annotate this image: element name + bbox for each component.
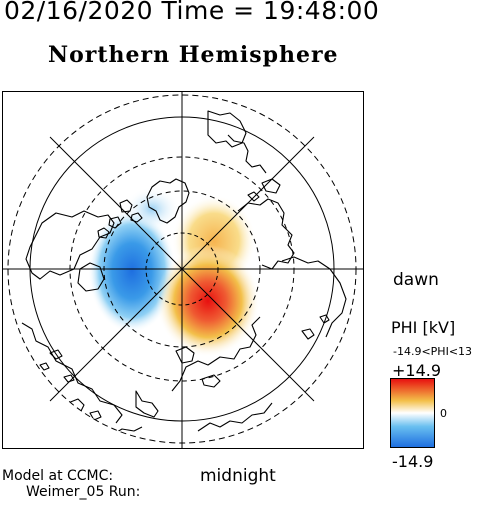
colorbar-range-text: -14.9<PHI<13 xyxy=(393,345,473,358)
datetime-title: 02/16/2020 Time = 19:48:00 xyxy=(4,0,380,25)
run-label: Weimer_05 Run: xyxy=(26,484,141,500)
colorbar-title: PHI [kV] xyxy=(391,318,456,337)
colorbar-min-label: -14.9 xyxy=(392,452,434,471)
hemisphere-title: Northern Hemisphere xyxy=(48,42,339,68)
dawn-label: dawn xyxy=(393,270,439,290)
coastlines xyxy=(21,110,347,436)
potential-contours xyxy=(88,187,260,357)
colorbar xyxy=(390,378,435,448)
polar-map-svg xyxy=(2,91,364,449)
midnight-label: midnight xyxy=(200,466,276,486)
colorbar-zero-label: 0 xyxy=(440,407,447,420)
colorbar-max-label: +14.9 xyxy=(392,361,442,380)
model-label: Model at CCMC: xyxy=(2,468,114,484)
polar-map xyxy=(2,91,364,449)
mlt-grid xyxy=(2,91,364,449)
